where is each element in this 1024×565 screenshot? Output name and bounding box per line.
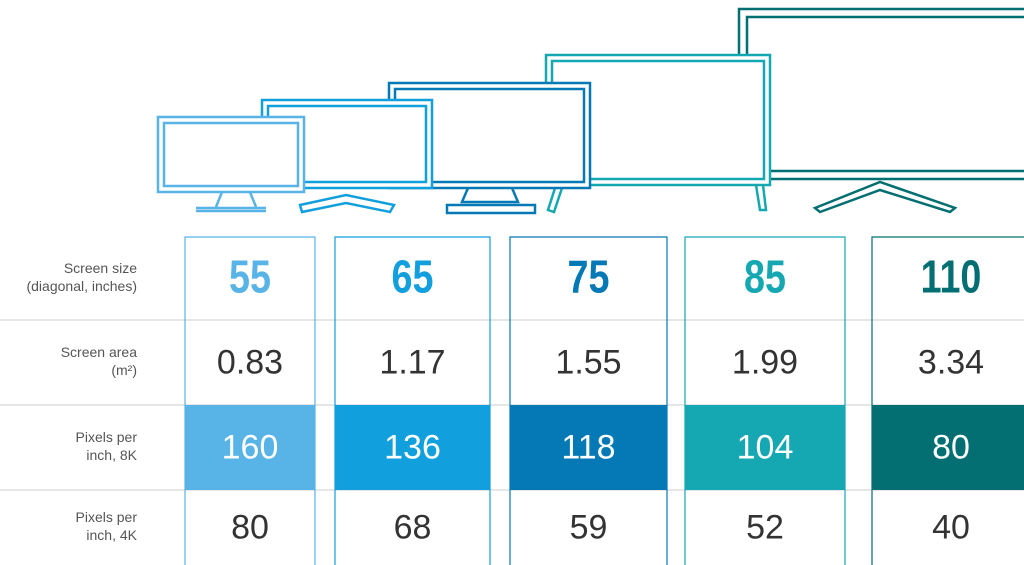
page: Screen size (diagonal, inches) Screen area… (0, 0, 1024, 565)
row-label: Screen size (64, 260, 137, 276)
cell-screen-area: 1.55 (555, 343, 621, 381)
cell-screen-area: 3.34 (918, 343, 984, 381)
cell-screen-area: 1.99 (732, 343, 798, 381)
cell-ppi-4k: 52 (746, 508, 784, 546)
tv-55 (158, 117, 304, 211)
cell-ppi-8k: 80 (932, 428, 970, 466)
cell-ppi-4k: 68 (394, 508, 432, 546)
tv-illustrations (158, 9, 1024, 213)
cell-ppi-8k: 160 (222, 428, 279, 466)
cell-screen-area: 1.17 (379, 343, 445, 381)
row-label: Pixels per (76, 509, 138, 525)
row-label: inch, 8K (86, 447, 137, 463)
row-label: Screen area (61, 344, 137, 360)
cell-screen-size: 85 (744, 251, 786, 302)
row-label: (diagonal, inches) (26, 278, 137, 294)
cell-ppi-8k: 104 (737, 428, 794, 466)
cell-screen-size: 75 (568, 251, 610, 302)
cell-ppi-4k: 80 (231, 508, 269, 546)
row-label: Pixels per (76, 429, 138, 445)
cell-screen-area: 0.83 (217, 343, 283, 381)
cell-ppi-8k: 118 (561, 428, 615, 466)
cell-screen-size: 65 (392, 251, 434, 302)
cell-ppi-8k: 136 (384, 428, 441, 466)
row-label: inch, 4K (86, 527, 137, 543)
cell-screen-size: 110 (921, 251, 982, 302)
cell-ppi-4k: 59 (570, 508, 608, 546)
cell-screen-size: 55 (229, 251, 271, 302)
table: Screen size (diagonal, inches) Screen area… (0, 237, 1024, 565)
cell-ppi-4k: 40 (932, 508, 970, 546)
tv-110 (739, 9, 1024, 212)
row-label: (m²) (111, 362, 137, 378)
